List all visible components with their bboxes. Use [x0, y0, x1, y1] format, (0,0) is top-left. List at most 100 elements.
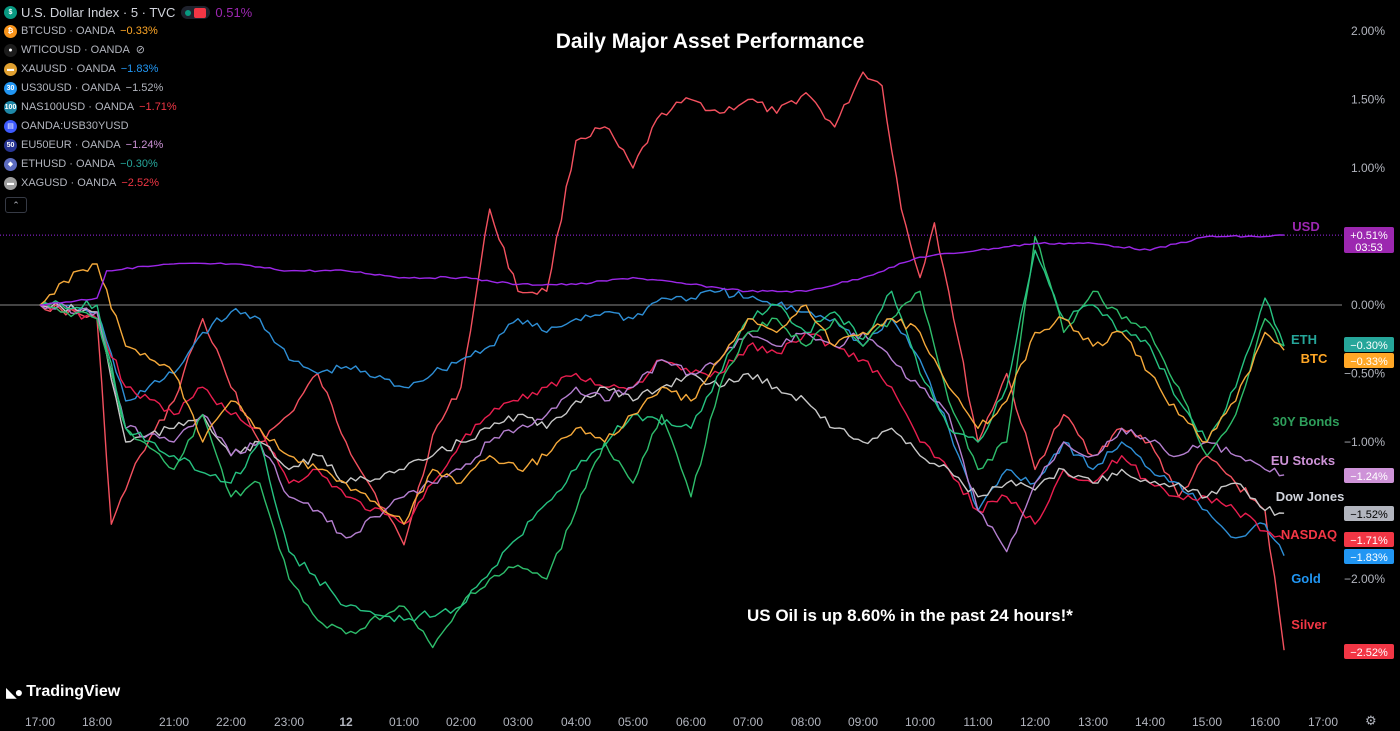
end-value-badge-label: −2.52%	[1350, 647, 1388, 659]
series-label: ETH	[1291, 332, 1317, 347]
series-label: USD	[1292, 219, 1319, 234]
us-flag-icon: ▤	[4, 120, 17, 133]
legend-change: −1.24%	[125, 139, 164, 151]
end-value-badge	[1344, 468, 1394, 483]
x-tick-label: 06:00	[676, 715, 706, 729]
y-tick-label: 2.00%	[1351, 24, 1385, 38]
legend-symbol-label: EU50EUR · OANDA	[21, 139, 121, 151]
legend-row[interactable]: 100 NAS100USD · OANDA −1.71%	[4, 98, 252, 117]
end-value-badge-label: −1.71%	[1350, 535, 1388, 547]
x-tick-label: 21:00	[159, 715, 189, 729]
chevron-up-icon: ⌃	[12, 199, 20, 210]
end-value-badge	[1344, 532, 1394, 547]
x-tick-label: 04:00	[561, 715, 591, 729]
series-label: 30Y Bonds	[1273, 414, 1340, 429]
legend-symbol-label: XAGUSD · OANDA	[21, 177, 117, 189]
countdown-label: 03:53	[1355, 242, 1383, 254]
x-tick-label: 05:00	[618, 715, 648, 729]
series-line-eth	[39, 249, 1285, 623]
series-label: BTC	[1301, 351, 1328, 366]
market-status-pill[interactable]	[181, 6, 211, 19]
legend-rows: ₿ BTCUSD · OANDA −0.33% ● WTICOUSD · OANDA ⊘ ▬…	[4, 22, 252, 193]
legend-change: −2.52%	[121, 177, 159, 189]
legend-symbol-label: ETHUSD · OANDA	[21, 158, 116, 170]
x-tick-label: 23:00	[274, 715, 304, 729]
series-line-eu-stocks	[39, 302, 1285, 553]
main-change: 0.51%	[215, 5, 253, 20]
end-value-badge-label: +0.51%	[1350, 230, 1388, 242]
x-tick-label: 15:00	[1192, 715, 1222, 729]
end-value-badge	[1344, 506, 1394, 521]
end-value-badge-label: −1.24%	[1350, 471, 1388, 483]
legend-symbol-label: US30USD · OANDA	[21, 82, 121, 94]
series-line-30y-bonds	[39, 235, 1285, 649]
series-label: EU Stocks	[1271, 453, 1335, 468]
legend-main-row[interactable]: $ U.S. Dollar Index · 5 · TVC 0.51%	[4, 3, 252, 22]
series-line-btc	[39, 263, 1285, 525]
x-tick-label: 01:00	[389, 715, 419, 729]
legend-change: −1.83%	[120, 63, 159, 75]
chart-title: Daily Major Asset Performance	[555, 30, 865, 53]
end-value-badge-label: −0.30%	[1350, 340, 1388, 352]
end-value-badge-label: −1.83%	[1350, 552, 1388, 564]
logo-text: TradingView	[26, 683, 121, 700]
x-tick-label: 11:00	[963, 715, 992, 729]
x-tick-label: 16:00	[1250, 715, 1280, 729]
legend-symbol-label: OANDA:USB30YUSD	[21, 120, 129, 132]
legend-change: −1.52%	[125, 82, 164, 94]
main-symbol-label: U.S. Dollar Index · 5 · TVC	[21, 5, 176, 20]
legend-change: −1.71%	[139, 101, 177, 113]
end-value-badge	[1344, 353, 1394, 368]
eye-hidden-icon[interactable]: ⊘	[135, 44, 145, 56]
x-tick-label: 17:00	[25, 715, 55, 729]
legend-row[interactable]: 30 US30USD · OANDA −1.52%	[4, 79, 252, 98]
x-tick-label: 14:00	[1135, 715, 1165, 729]
legend-row[interactable]: ▬ XAUUSD · OANDA −1.83%	[4, 60, 252, 79]
series-label: Silver	[1291, 617, 1326, 632]
series-line-nasdaq	[40, 304, 1285, 540]
tradingview-logo[interactable]: ◣● TradingView	[6, 683, 120, 701]
us30-icon: 30	[4, 82, 17, 95]
end-value-badge	[1344, 549, 1394, 564]
oil-note: US Oil is up 8.60% in the past 24 hours!…	[747, 606, 1073, 625]
y-tick-label: −1.00%	[1344, 435, 1385, 449]
y-tick-label: 1.50%	[1351, 93, 1385, 107]
x-tick-label: 18:00	[82, 715, 112, 729]
series-line-usd	[39, 234, 1285, 306]
gear-icon[interactable]: ⚙	[1365, 713, 1377, 728]
legend-row[interactable]: ▬ XAGUSD · OANDA −2.52%	[4, 174, 252, 193]
y-tick-label: 0.00%	[1351, 298, 1385, 312]
legend-row[interactable]: ◆ ETHUSD · OANDA −0.30%	[4, 155, 252, 174]
oil-drop-icon: ●	[4, 44, 17, 57]
x-tick-label: 02:00	[446, 715, 476, 729]
legend-row[interactable]: ₿ BTCUSD · OANDA −0.33%	[4, 22, 252, 41]
series-line-dow-jones	[39, 302, 1285, 516]
end-value-badge	[1344, 337, 1394, 352]
flag-icon	[194, 7, 207, 18]
gold-icon: ▬	[4, 63, 17, 76]
dollar-index-icon: $	[4, 6, 17, 19]
x-tick-label: 13:00	[1078, 715, 1108, 729]
nas100-icon: 100	[4, 101, 17, 114]
status-dot-icon	[185, 9, 192, 16]
legend-row[interactable]: 50 EU50EUR · OANDA −1.24%	[4, 136, 252, 155]
legend-symbol-label: NAS100USD · OANDA	[21, 101, 135, 113]
legend: $ U.S. Dollar Index · 5 · TVC 0.51% ₿ BTC…	[4, 3, 252, 213]
legend-symbol-label: WTICOUSD · OANDA	[21, 44, 130, 56]
eu50-icon: 50	[4, 139, 17, 152]
legend-change: −0.30%	[120, 158, 158, 170]
silver-icon: ▬	[4, 177, 17, 190]
x-tick-label: 12:00	[1020, 715, 1050, 729]
tradingview-logo-icon: ◣●	[6, 683, 23, 700]
series-label: NASDAQ	[1281, 527, 1337, 542]
legend-row[interactable]: ▤ OANDA:USB30YUSD	[4, 117, 252, 136]
series-label: Gold	[1291, 571, 1321, 586]
x-tick-label: 22:00	[216, 715, 246, 729]
collapse-legend-button[interactable]: ⌃	[5, 197, 27, 213]
legend-row[interactable]: ● WTICOUSD · OANDA ⊘	[4, 41, 252, 60]
end-value-badge	[1344, 644, 1394, 659]
series-line-gold	[39, 287, 1285, 556]
x-tick-label: 07:00	[733, 715, 763, 729]
legend-symbol-label: XAUUSD · OANDA	[21, 63, 116, 75]
